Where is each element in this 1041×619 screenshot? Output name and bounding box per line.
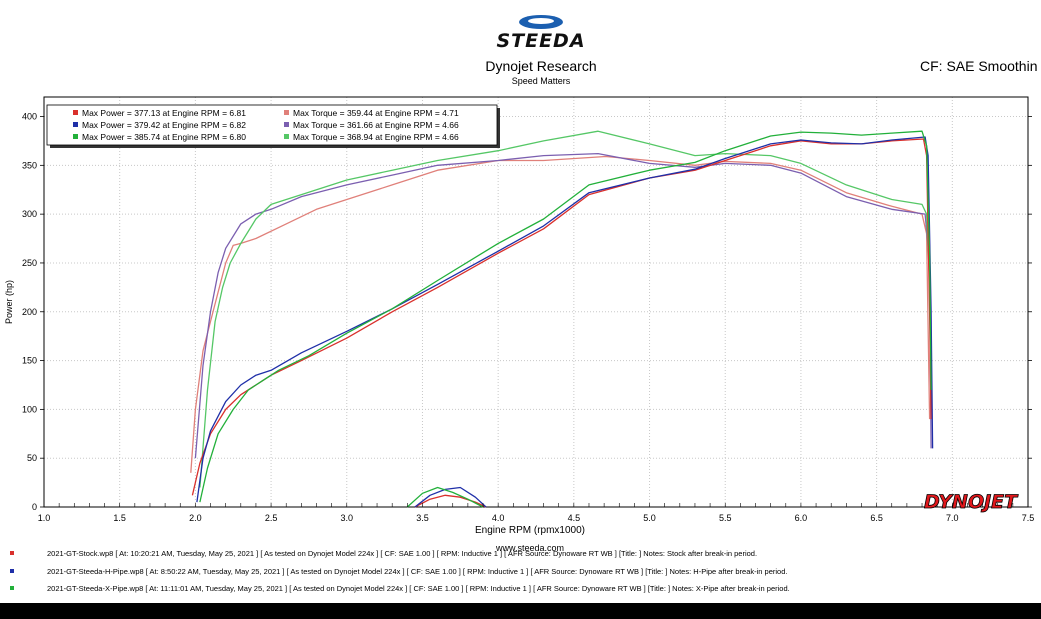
run-swatch-h-pipe — [10, 569, 14, 573]
bottom-bar — [0, 603, 1041, 619]
afr-curve-run-2 — [406, 486, 484, 508]
y-tick-label: 200 — [22, 307, 37, 317]
site-url: www.steeda.com — [495, 543, 565, 553]
run-swatch-stock — [10, 551, 14, 555]
legend-power-entry: Max Power = 379.42 at Engine RPM = 6.82 — [82, 120, 246, 130]
chart-axes: 1.0 1.5 2.0 2.5 3.0 3.5 4.0 4.5 5.0 5.5 6.0 6.5 7.0 7… — [22, 112, 1034, 523]
run-info-text: 2021-GT-Stock.wp8 [ At: 10:20:21 AM, Tue… — [47, 549, 758, 558]
legend-power-swatch — [73, 110, 78, 115]
torque-curve-run-0 — [190, 155, 931, 473]
y-tick-label: 0 — [32, 502, 37, 512]
legend-power-swatch — [73, 122, 78, 127]
steeda-logo — [519, 15, 563, 29]
run-info-text: 2021-GT-Steeda-X-Pipe.wp8 [ At: 11:11:01… — [47, 584, 790, 593]
x-tick-label: 1.0 — [38, 513, 51, 523]
y-tick-label: 100 — [22, 404, 37, 414]
x-tick-label: 5.5 — [719, 513, 732, 523]
torque-curve-run-1 — [194, 152, 932, 459]
plot-frame — [43, 96, 1029, 508]
torque-curve-run-2 — [199, 130, 932, 488]
legend-torque-entry: Max Torque = 361.66 at Engine RPM = 4.66 — [293, 120, 459, 130]
x-tick-label: 3.5 — [416, 513, 429, 523]
y-tick-label: 350 — [22, 160, 37, 170]
chart-gridlines — [44, 97, 1028, 507]
x-tick-label: 7.0 — [946, 513, 959, 523]
x-tick-label: 4.5 — [568, 513, 581, 523]
legend-torque-swatch — [284, 122, 289, 127]
legend-torque-entry: Max Torque = 368.94 at Engine RPM = 4.66 — [293, 132, 459, 142]
legend-torque-swatch — [284, 110, 289, 115]
steeda-logo-text: STEEDA — [496, 30, 586, 52]
chart-series — [190, 130, 934, 508]
correction-factor-label: CF: SAE Smoothin — [920, 58, 1038, 74]
y-tick-label: 50 — [27, 453, 37, 463]
x-tick-label: 2.5 — [265, 513, 278, 523]
run-info-row: 2021-GT-Steeda-H-Pipe.wp8 [ At: 8:50:22 … — [0, 567, 1041, 579]
chart-title: Dynojet Research — [485, 58, 597, 74]
x-tick-label: 7.5 — [1022, 513, 1035, 523]
y-tick-label: 300 — [22, 209, 37, 219]
run-swatch-x-pipe — [10, 586, 14, 590]
power-curve-run-1 — [196, 136, 934, 503]
legend-power-entry: Max Power = 377.13 at Engine RPM = 6.81 — [82, 108, 246, 118]
x-tick-label: 6.0 — [795, 513, 808, 523]
chart-subtitle: Speed Matters — [511, 76, 571, 86]
y-tick-label: 250 — [22, 258, 37, 268]
x-tick-label: 5.0 — [643, 513, 656, 523]
legend-power-entry: Max Power = 385.74 at Engine RPM = 6.80 — [82, 132, 246, 142]
x-tick-label: 6.5 — [870, 513, 883, 523]
y-tick-label: 400 — [22, 112, 37, 122]
dynojet-watermark-text: DYNOJET — [924, 491, 1019, 513]
legend-power-swatch — [73, 134, 78, 139]
afr-curve-run-1 — [414, 486, 487, 508]
x-tick-label: 3.0 — [341, 513, 354, 523]
legend-torque-swatch — [284, 134, 289, 139]
afr-curve-run-0 — [414, 494, 487, 508]
run-info-row: 2021-GT-Stock.wp8 [ At: 10:20:21 AM, Tue… — [0, 549, 1041, 561]
y-tick-label: 150 — [22, 356, 37, 366]
y-axis-label: Power (hp) — [4, 280, 14, 324]
dyno-chart: 1.0 1.5 2.0 2.5 3.0 3.5 4.0 4.5 5.0 5.5 6.0 6.5 7.0 7… — [4, 96, 1034, 523]
x-tick-label: 4.0 — [492, 513, 505, 523]
x-tick-label: 1.5 — [113, 513, 126, 523]
run-info-text: 2021-GT-Steeda-H-Pipe.wp8 [ At: 8:50:22 … — [47, 567, 788, 576]
power-curve-run-0 — [191, 138, 932, 496]
chart-legend: Max Power = 377.13 at Engine RPM = 6.81 M… — [46, 104, 500, 148]
x-axis-label: Engine RPM (rpmx1000) — [474, 525, 586, 536]
x-tick-label: 2.0 — [189, 513, 202, 523]
steeda-logo-swoosh-inner — [528, 18, 554, 24]
dynojet-watermark: DYNOJET — [924, 491, 1020, 514]
legend-torque-entry: Max Torque = 359.44 at Engine RPM = 4.71 — [293, 108, 459, 118]
run-info-row: 2021-GT-Steeda-X-Pipe.wp8 [ At: 11:11:01… — [0, 584, 1041, 596]
power-curve-run-2 — [199, 130, 932, 503]
legend-frame — [46, 104, 498, 146]
